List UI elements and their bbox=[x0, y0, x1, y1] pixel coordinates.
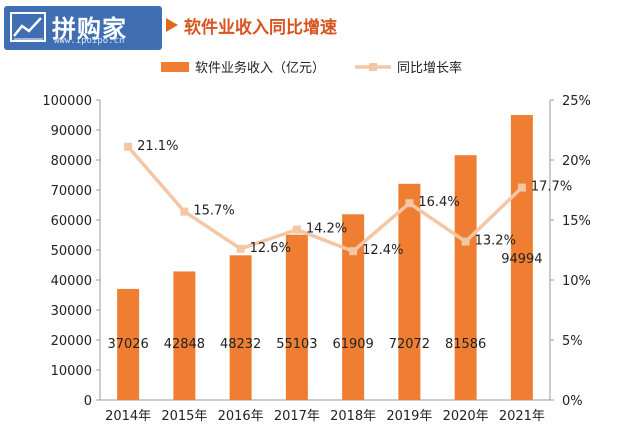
x-tick-label: 2019年 bbox=[386, 409, 432, 424]
bar-value-label: 48232 bbox=[220, 337, 261, 352]
y-tick-label: 100000 bbox=[42, 94, 92, 109]
bar bbox=[454, 155, 477, 400]
x-tick-label: 2020年 bbox=[443, 409, 489, 424]
bar bbox=[398, 183, 421, 400]
chart-title: 软件业收入同比增速 bbox=[184, 18, 337, 38]
x-tick-label: 2016年 bbox=[218, 409, 264, 424]
x-tick-label: 2018年 bbox=[330, 409, 376, 424]
bar-value-label: 72072 bbox=[389, 337, 430, 352]
brand-name: 拼购家 bbox=[52, 15, 127, 43]
line-point bbox=[124, 142, 133, 151]
y2-tick-label: 20% bbox=[562, 154, 591, 169]
y-tick-label: 0 bbox=[84, 394, 92, 409]
line-point bbox=[180, 207, 189, 216]
x-tick-label: 2014年 bbox=[105, 409, 151, 424]
bar-value-label: 37026 bbox=[107, 337, 148, 352]
bar bbox=[285, 234, 308, 400]
line-point bbox=[517, 183, 526, 192]
line-point bbox=[349, 247, 358, 256]
y-tick-label: 40000 bbox=[51, 274, 92, 289]
y2-tick-label: 10% bbox=[562, 274, 591, 289]
x-tick-label: 2015年 bbox=[161, 409, 207, 424]
bar-value-label: 81586 bbox=[445, 337, 486, 352]
line-value-label: 12.6% bbox=[250, 241, 291, 256]
bar bbox=[173, 271, 196, 400]
line-value-label: 15.7% bbox=[193, 204, 234, 219]
brand-logo: 拼购家 www.ipoipo.cn bbox=[4, 6, 162, 50]
y-tick-label: 60000 bbox=[51, 214, 92, 229]
legend-label-line: 同比增长率 bbox=[397, 60, 462, 76]
y-tick-label: 70000 bbox=[51, 184, 92, 199]
brand-url: www.ipoipo.cn bbox=[54, 36, 125, 46]
bar-value-label: 94994 bbox=[501, 252, 542, 267]
y-tick-label: 10000 bbox=[51, 364, 92, 379]
line-point bbox=[461, 237, 470, 246]
line-value-label: 21.1% bbox=[137, 139, 178, 154]
bar bbox=[117, 288, 140, 400]
bar bbox=[342, 214, 365, 400]
line-value-label: 17.7% bbox=[531, 180, 572, 195]
growth-line bbox=[126, 145, 524, 253]
y-tick-label: 90000 bbox=[51, 124, 92, 139]
bar-value-label: 42848 bbox=[164, 337, 205, 352]
x-tick-label: 2021年 bbox=[499, 409, 545, 424]
line-value-label: 14.2% bbox=[306, 222, 347, 237]
bar bbox=[510, 115, 533, 400]
y-tick-label: 50000 bbox=[51, 244, 92, 259]
line-point bbox=[405, 199, 414, 208]
y-tick-label: 80000 bbox=[51, 154, 92, 169]
line-value-label: 16.4% bbox=[418, 195, 459, 210]
y2-tick-label: 0% bbox=[562, 394, 583, 409]
y2-tick-label: 15% bbox=[562, 214, 591, 229]
legend-swatch-point bbox=[369, 63, 377, 71]
x-tick-label: 2017年 bbox=[274, 409, 320, 424]
y-tick-label: 30000 bbox=[51, 304, 92, 319]
line-value-label: 13.2% bbox=[475, 234, 516, 249]
bar bbox=[229, 255, 252, 400]
legend-label-bar: 软件业务收入（亿元） bbox=[195, 60, 325, 76]
chart-logo-icon bbox=[10, 12, 46, 42]
y2-tick-label: 25% bbox=[562, 94, 591, 109]
y2-tick-label: 5% bbox=[562, 334, 583, 349]
line-point bbox=[292, 225, 301, 234]
legend-swatch-bar bbox=[161, 62, 189, 72]
line-point bbox=[236, 244, 245, 253]
y-tick-label: 20000 bbox=[51, 334, 92, 349]
line-value-label: 12.4% bbox=[362, 243, 403, 258]
bar-value-label: 55103 bbox=[276, 337, 317, 352]
bar-value-label: 61909 bbox=[332, 337, 373, 352]
